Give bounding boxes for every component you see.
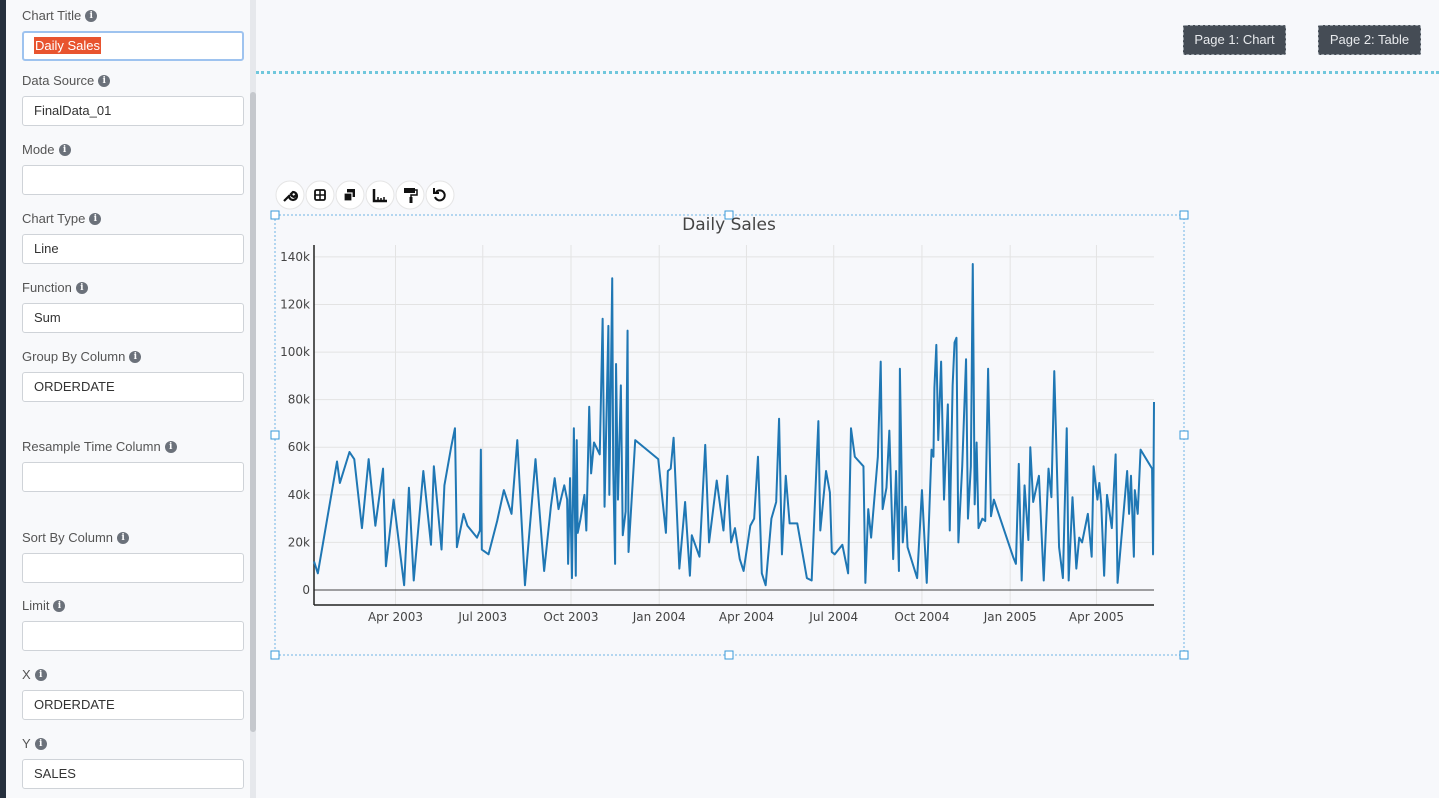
x-tick-label: Apr 2003 — [368, 610, 423, 624]
field-label: Limit i — [22, 598, 66, 613]
y-tick-label: 60k — [288, 440, 310, 454]
text-input[interactable] — [22, 621, 244, 651]
resize-handle[interactable] — [1179, 210, 1189, 220]
x-tick-label: Jul 2003 — [457, 610, 507, 624]
y-tick-label: 20k — [288, 535, 310, 549]
field-label-text: Function — [22, 280, 72, 295]
input-value: ORDERDATE — [34, 697, 115, 712]
field-label-text: Sort By Column — [22, 530, 114, 545]
input-value: SALES — [34, 766, 76, 781]
info-icon[interactable]: i — [164, 440, 177, 453]
tool-wrench[interactable] — [275, 180, 305, 210]
text-input[interactable]: Line — [22, 234, 244, 264]
input-value: FinalData_01 — [34, 103, 112, 118]
field-label: Chart Title i — [22, 8, 98, 23]
field-label-text: X — [22, 667, 31, 682]
text-input[interactable]: ORDERDATE — [22, 690, 244, 720]
page-tab[interactable]: Page 2: Table — [1318, 25, 1421, 55]
x-tick-label: Oct 2004 — [894, 610, 949, 624]
x-tick-label: Apr 2005 — [1069, 610, 1124, 624]
y-tick-label: 80k — [288, 393, 310, 407]
field-label-text: Resample Time Column — [22, 439, 161, 454]
info-icon[interactable]: i — [34, 668, 47, 681]
series-line — [313, 263, 1155, 587]
sidebar: Chart Title i Daily Sales Data Source i Final… — [6, 0, 250, 798]
text-input[interactable]: ORDERDATE — [22, 372, 244, 402]
info-icon[interactable]: i — [75, 281, 88, 294]
text-input[interactable]: Daily Sales — [22, 31, 244, 61]
tool-copy[interactable] — [335, 180, 365, 210]
info-icon[interactable]: i — [53, 599, 66, 612]
scrollbar-thumb[interactable] — [250, 92, 256, 732]
text-input[interactable]: SALES — [22, 759, 244, 789]
resize-handle[interactable] — [1179, 430, 1189, 440]
y-tick-label: 100k — [280, 345, 310, 359]
text-input[interactable] — [22, 165, 244, 195]
info-icon[interactable]: i — [89, 212, 102, 225]
field-label-text: Data Source — [22, 73, 95, 88]
info-icon[interactable]: i — [34, 737, 47, 750]
nav-strip — [0, 0, 6, 798]
y-tick-label: 120k — [280, 297, 310, 311]
y-tick-label: 140k — [280, 250, 310, 264]
page-tab[interactable]: Page 1: Chart — [1183, 25, 1286, 55]
x-tick-label: Jul 2004 — [808, 610, 858, 624]
x-tick-label: Oct 2003 — [543, 610, 598, 624]
text-input[interactable] — [22, 462, 244, 492]
resize-handle[interactable] — [1179, 650, 1189, 660]
text-input[interactable] — [22, 553, 244, 583]
field-label-text: Chart Title — [22, 8, 82, 23]
field-label: Function i — [22, 280, 88, 295]
text-input[interactable]: Sum — [22, 303, 244, 333]
resize-handle[interactable] — [270, 650, 280, 660]
tool-undo[interactable] — [425, 180, 455, 210]
field-label-text: Chart Type — [22, 211, 86, 226]
resize-handle[interactable] — [724, 210, 734, 220]
resize-handle[interactable] — [270, 430, 280, 440]
resize-handles — [270, 210, 1189, 660]
chart-toolbar — [275, 180, 455, 210]
y-tick-label: 0 — [302, 583, 310, 597]
x-tick-label: Jan 2005 — [983, 610, 1037, 624]
info-icon[interactable]: i — [85, 9, 98, 22]
info-icon[interactable]: i — [98, 74, 111, 87]
input-value: ORDERDATE — [34, 379, 115, 394]
x-tick-label: Jan 2004 — [632, 610, 686, 624]
field-label-text: Group By Column — [22, 349, 126, 364]
field-label-text: Y — [22, 736, 31, 751]
resize-handle[interactable] — [724, 650, 734, 660]
x-tick-label: Apr 2004 — [719, 610, 774, 624]
chart-frame — [274, 214, 1185, 656]
field-label: Chart Type i — [22, 211, 102, 226]
field-label: Sort By Column i — [22, 530, 130, 545]
tool-table[interactable] — [305, 180, 335, 210]
tool-paint[interactable] — [395, 180, 425, 210]
info-icon[interactable]: i — [117, 531, 130, 544]
field-label-text: Mode — [22, 142, 55, 157]
field-label-text: Limit — [22, 598, 50, 613]
tool-ruler[interactable] — [365, 180, 395, 210]
input-value: Sum — [34, 310, 61, 325]
page-divider — [256, 71, 1439, 74]
resize-handle[interactable] — [270, 210, 280, 220]
plot: Daily Sales Apr 2003 Jul 2003 Oct 2003 Jan 2… — [280, 215, 1155, 624]
input-value: Line — [34, 241, 59, 256]
info-icon[interactable]: i — [58, 143, 71, 156]
field-label: Mode i — [22, 142, 71, 157]
input-value: Daily Sales — [34, 37, 102, 54]
y-tick-label: 40k — [288, 488, 310, 502]
field-label: Group By Column i — [22, 349, 142, 364]
field-label: Data Source i — [22, 73, 111, 88]
field-label: Resample Time Column i — [22, 439, 177, 454]
info-icon[interactable]: i — [129, 350, 142, 363]
text-input[interactable]: FinalData_01 — [22, 96, 244, 126]
chart-title: Daily Sales — [682, 215, 776, 235]
